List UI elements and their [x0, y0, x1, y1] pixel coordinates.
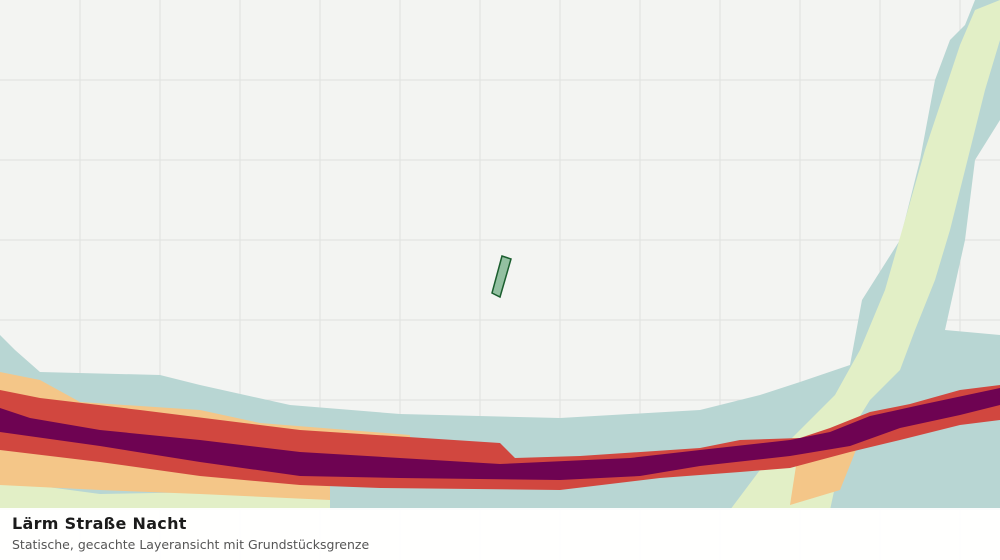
map-subtitle: Statische, gecachte Layeransicht mit Gru…: [12, 537, 370, 552]
noise-zone-medium: [0, 482, 330, 510]
noise-zone-very-high: [0, 388, 1000, 480]
parcel-boundary: [491, 255, 512, 299]
map-title: Lärm Straße Nacht: [12, 514, 187, 533]
noise-zone-medium: [730, 0, 1000, 510]
footer: Lärm Straße Nacht Statische, gecachte La…: [0, 508, 1000, 560]
